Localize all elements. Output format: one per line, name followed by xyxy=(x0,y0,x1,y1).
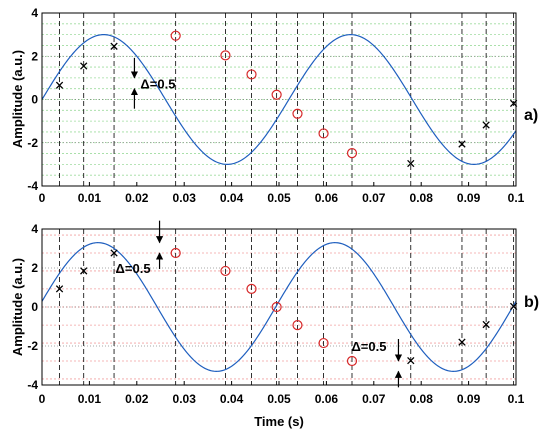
x-tick-label: 0 xyxy=(39,191,46,205)
x-tick-label: 0.01 xyxy=(78,392,102,406)
panel-a-annotations: Δ=0.5 xyxy=(130,57,175,109)
circle-marker xyxy=(292,108,303,119)
cross-marker xyxy=(458,140,466,148)
cross-marker xyxy=(110,249,118,257)
panel-b-signal-line xyxy=(41,242,517,372)
y-tick-label: 4 xyxy=(31,222,38,236)
circle-marker xyxy=(246,283,257,294)
cross-marker xyxy=(80,267,88,275)
panel-b-markers xyxy=(55,247,518,367)
panel-a-x-tick-labels: 0 0.01 0.02 0.03 0.04 0.05 0.06 0.07 0.08 0.09 0.1 xyxy=(39,182,525,205)
delta-annotation-label: Δ=0.5 xyxy=(116,261,151,276)
panel-a-vertical-grid xyxy=(59,13,515,186)
x-tick-label: 0.1 xyxy=(508,392,525,406)
panel-a-markers xyxy=(55,30,518,168)
circle-marker xyxy=(246,69,257,80)
y-tick-label: 0 xyxy=(31,93,38,107)
panel-b-x-tick-labels: 0 0.01 0.02 0.03 0.04 0.05 0.06 0.07 0.08 0.09 0.1 xyxy=(39,381,525,406)
x-tick-label: 0.01 xyxy=(78,191,102,205)
y-tick-label: 4 xyxy=(31,6,38,20)
x-tick-label: 0.09 xyxy=(457,191,481,205)
circle-marker xyxy=(318,128,329,139)
x-tick-label: 0.06 xyxy=(315,392,339,406)
x-tick-label: 0.07 xyxy=(362,191,386,205)
x-tick-label: 0.09 xyxy=(457,392,481,406)
x-tick-label: 0.05 xyxy=(267,392,291,406)
x-tick-label: 0.02 xyxy=(125,191,149,205)
x-tick-label: 0.03 xyxy=(173,392,197,406)
panel-a-y-tick-labels: -4 -2 0 2 4 xyxy=(27,6,38,193)
x-tick-label: 0.04 xyxy=(220,392,244,406)
circle-marker xyxy=(318,337,329,349)
panel-a: 0 0.01 0.02 0.03 0.04 0.05 0.06 0.07 0.08 0.09 0.1… xyxy=(10,6,538,205)
y-tick-label: 0 xyxy=(31,300,38,314)
delta-annotation-label: Δ=0.5 xyxy=(351,339,386,354)
x-tick-label: 0.06 xyxy=(315,191,339,205)
panel-b-xlabel: Time (s) xyxy=(254,414,304,429)
cross-marker xyxy=(407,159,415,168)
y-tick-label: 2 xyxy=(31,49,38,63)
panel-b-label: b) xyxy=(524,294,539,311)
panel-b-annotations: Δ=0.5 Δ=0.5 xyxy=(116,220,403,388)
x-tick-label: 0.07 xyxy=(362,392,386,406)
circle-marker xyxy=(346,355,358,367)
x-tick-label: 0.02 xyxy=(125,392,149,406)
y-tick-label: -4 xyxy=(27,378,38,392)
cross-marker xyxy=(482,320,490,329)
panel-b: 0 0.01 0.02 0.03 0.04 0.05 0.06 0.07 0.08 0.09 0.1… xyxy=(10,220,539,429)
panel-a-label: a) xyxy=(524,107,538,124)
x-tick-label: 0.04 xyxy=(220,191,244,205)
y-tick-label: -4 xyxy=(27,179,38,193)
y-tick-label: -2 xyxy=(27,339,38,353)
x-tick-label: 0.1 xyxy=(508,191,525,205)
circle-marker xyxy=(271,301,282,313)
x-tick-label: 0.05 xyxy=(267,191,291,205)
x-tick-label: 0.08 xyxy=(410,392,434,406)
cross-marker xyxy=(55,285,64,293)
delta-annotation-label: Δ=0.5 xyxy=(140,76,175,91)
circle-marker xyxy=(271,89,282,100)
cross-marker xyxy=(482,121,490,129)
x-tick-label: 0 xyxy=(39,392,46,406)
panel-a-signal-line xyxy=(41,34,517,165)
cross-marker xyxy=(110,42,118,50)
panel-b-ylabel: Amplitude (a.u.) xyxy=(10,258,25,356)
cross-marker xyxy=(80,62,88,70)
cross-marker xyxy=(55,81,64,89)
cross-marker xyxy=(458,338,466,346)
cross-marker xyxy=(407,356,415,365)
panel-b-vertical-grid xyxy=(59,229,515,385)
y-tick-label: -2 xyxy=(27,136,38,150)
y-tick-label: 2 xyxy=(31,261,38,275)
x-tick-label: 0.08 xyxy=(410,191,434,205)
circle-marker xyxy=(220,50,231,61)
circle-marker xyxy=(346,148,358,159)
circle-marker xyxy=(170,30,181,41)
panel-a-ylabel: Amplitude (a.u.) xyxy=(10,50,25,148)
circle-marker xyxy=(220,265,231,277)
circle-marker xyxy=(170,247,181,259)
circle-marker xyxy=(292,320,303,331)
x-tick-label: 0.03 xyxy=(173,191,197,205)
panel-b-y-tick-labels: -4 -2 0 2 4 xyxy=(27,222,38,392)
